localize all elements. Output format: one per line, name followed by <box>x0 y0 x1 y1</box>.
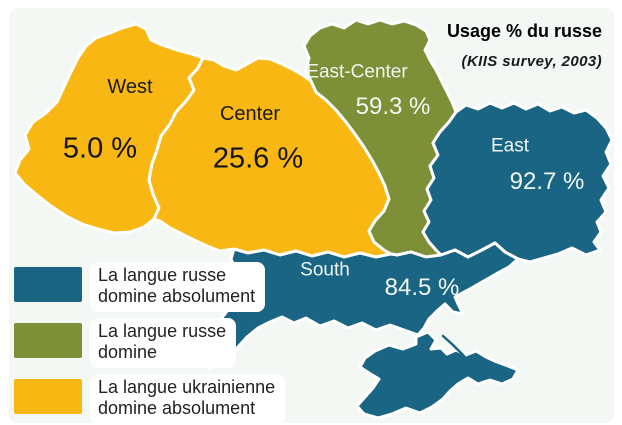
legend-swatch-russian-dominant <box>14 323 82 358</box>
legend-label-russian-absolute: La langue russe domine absolument <box>90 262 266 312</box>
legend-swatch-russian-absolute <box>14 267 82 302</box>
region-east-center-label: East-Center <box>306 61 408 83</box>
region-south-value: 84.5 % <box>384 274 460 301</box>
region-center-label: Center <box>219 103 281 125</box>
region-east-label: East <box>490 135 530 157</box>
region-south-label: South <box>300 259 350 281</box>
region-east-shape <box>421 101 614 264</box>
region-west-label: West <box>107 76 153 98</box>
region-center-value: 25.6 % <box>212 142 304 175</box>
legend-swatch-ukrainian-absolute <box>14 379 82 414</box>
crimea-peninsula-shape <box>355 330 520 420</box>
region-east-value: 92.7 % <box>509 168 585 195</box>
arabat-spit-shape <box>441 334 474 368</box>
legend-item-russian-absolute: La langue russe domine absolument <box>14 262 285 312</box>
page-subtitle: (KIIS survey, 2003) <box>461 53 602 70</box>
legend: La langue russe domine absolument La lan… <box>14 262 286 425</box>
legend-item-russian-dominant: La langue russe domine <box>14 318 285 368</box>
page-title: Usage % du russe <box>446 21 602 41</box>
region-west-value: 5.0 % <box>62 132 138 165</box>
legend-label-russian-dominant: La langue russe domine <box>90 318 237 368</box>
region-east-center-value: 59.3 % <box>355 93 431 120</box>
legend-item-ukrainian-absolute: La langue ukrainienne domine absolument <box>14 374 286 424</box>
title-block: Usage % du russe (KIIS survey, 2003) <box>447 21 602 70</box>
legend-label-ukrainian-absolute: La langue ukrainienne domine absolument <box>90 374 286 424</box>
